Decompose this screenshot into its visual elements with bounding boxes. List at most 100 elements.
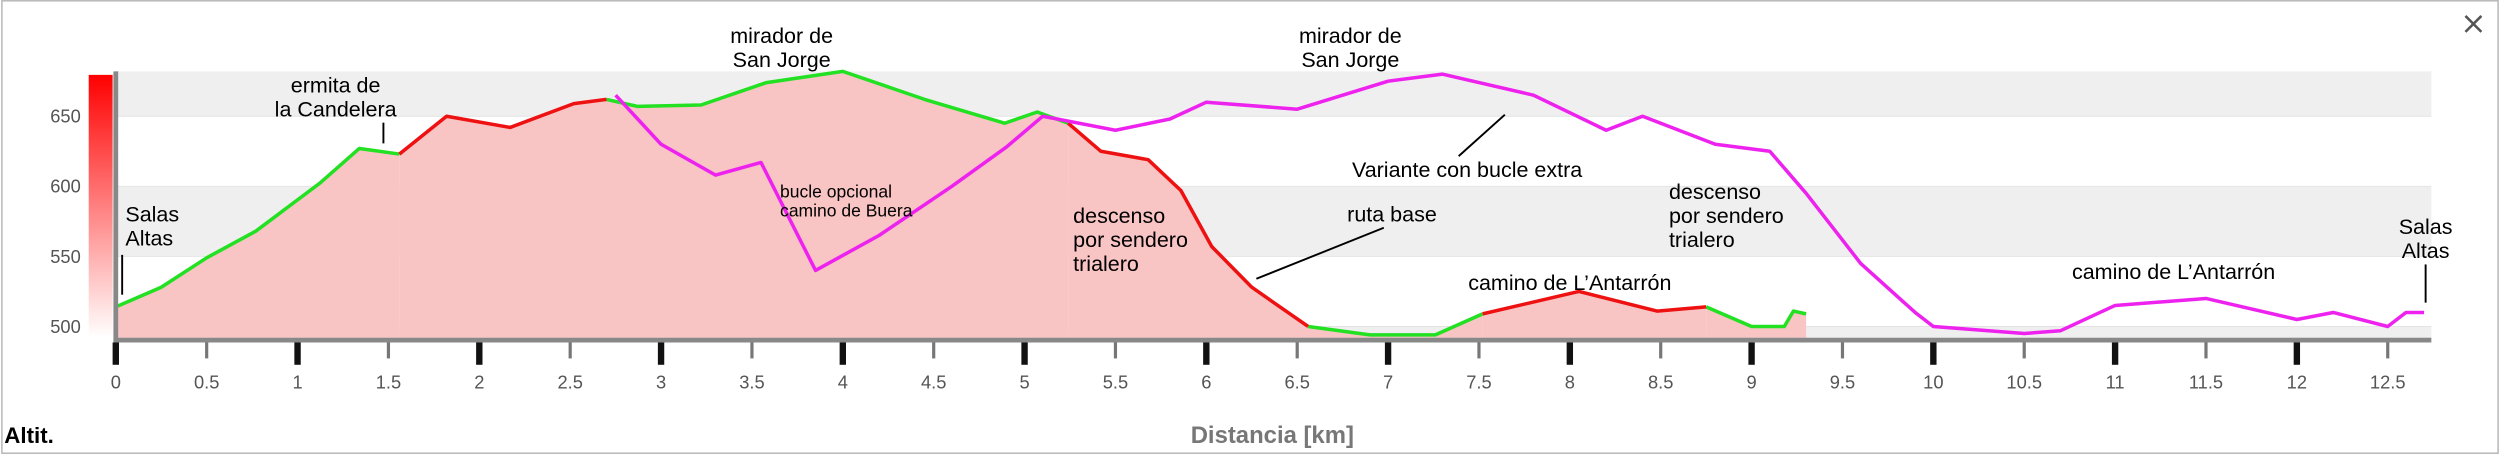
x-tick-label: 2.5 (557, 372, 582, 393)
x-tick (476, 342, 483, 365)
x-tick-label: 10.5 (2006, 372, 2042, 393)
x-tick (657, 342, 665, 365)
x-tick-label: 10 (1923, 372, 1943, 393)
x-axis (115, 337, 2432, 343)
annotation: trialero (1073, 252, 1139, 276)
x-tick (1840, 342, 1845, 359)
area (1482, 291, 1707, 338)
x-tick-label: 2 (474, 372, 484, 393)
annotation: San Jorge (1301, 48, 1399, 72)
x-tick-label: 4 (838, 372, 848, 393)
y-axis-label: Altit. (4, 423, 54, 448)
annotation: Salas (125, 202, 179, 226)
x-tick-label: 9 (1746, 372, 1756, 393)
x-tick (1659, 342, 1663, 359)
annotation: por sendero (1073, 228, 1188, 252)
area (606, 71, 1069, 338)
x-tick (1566, 342, 1574, 365)
y-tick-label: 650 (50, 106, 81, 127)
x-tick (2386, 342, 2390, 359)
x-tick (568, 342, 572, 359)
annotation: Salas (2399, 215, 2453, 239)
x-tick-label: 0.5 (194, 372, 219, 393)
x-tick (839, 342, 847, 365)
x-tick-label: 7 (1383, 372, 1393, 393)
annotation: camino de L’Antarrón (2072, 260, 2275, 284)
x-axis-label: Distancia [km] (1191, 422, 1354, 449)
y-tick-label: 500 (50, 316, 81, 337)
area (399, 99, 607, 338)
area (1706, 306, 1807, 338)
x-tick (205, 342, 209, 359)
annotation: camino de Buera (780, 201, 913, 221)
x-tick-label: 11 (2106, 372, 2125, 393)
line (398, 97, 607, 156)
annotation: bucle opcional (780, 182, 892, 202)
x-tick (1021, 342, 1028, 365)
x-tick-label: 5.5 (1103, 372, 1128, 393)
annotation: la Candelera (275, 97, 397, 121)
y-tick-label: 600 (50, 176, 81, 197)
area (115, 148, 400, 338)
x-tick (1295, 342, 1299, 359)
annotation: trialero (1669, 228, 1735, 252)
x-tick (2293, 342, 2301, 365)
area (1308, 313, 1483, 338)
x-tick (2022, 342, 2026, 359)
x-tick-label: 0 (111, 372, 121, 393)
x-tick (294, 342, 301, 365)
annotation: por sendero (1669, 204, 1784, 228)
x-tick-label: 1 (292, 372, 302, 393)
line (1067, 121, 1310, 328)
x-tick (386, 342, 391, 359)
annotation: descenso (1073, 204, 1165, 228)
x-tick (1113, 342, 1118, 359)
x-tick-label: 12 (2287, 372, 2307, 393)
x-tick-label: 8.5 (1648, 372, 1673, 393)
x-tick (1930, 342, 1937, 365)
y-axis (113, 71, 119, 343)
line (614, 72, 2425, 336)
leader-lines (121, 113, 2427, 303)
annotation: ermita de (291, 73, 381, 97)
line (1307, 312, 1484, 337)
x-tick-label: 6.5 (1284, 372, 1309, 393)
plot (115, 69, 2425, 338)
x-tick (2204, 342, 2208, 359)
x-tick-label: 12.5 (2370, 372, 2406, 393)
y-tick-label: 550 (50, 246, 81, 267)
line (1705, 305, 1807, 329)
x-tick (112, 342, 119, 365)
x-tick (750, 342, 754, 359)
line (115, 146, 400, 309)
x-tick (2111, 342, 2119, 365)
x-tick-label: 1.5 (376, 372, 401, 393)
x-tick (1203, 342, 1210, 365)
annotation: Altas (125, 226, 173, 250)
annotation: mirador de (1299, 24, 1402, 48)
x-tick-label: 8 (1565, 372, 1575, 393)
line (606, 69, 1069, 125)
band (115, 71, 2432, 117)
x-tick-label: 3 (656, 372, 666, 393)
x-tick (932, 342, 936, 359)
line (1482, 289, 1707, 316)
annotation: San Jorge (733, 48, 831, 72)
x-tick-label: 3.5 (739, 372, 764, 393)
x-tick (1748, 342, 1755, 365)
x-tick-label: 6 (1201, 372, 1211, 393)
elevation-scale (88, 74, 113, 338)
annotation: camino de L’Antarrón (1468, 271, 1671, 295)
annotation: descenso (1669, 180, 1761, 204)
annotation: Variante con bucle extra (1352, 158, 1582, 182)
annotation: ruta base (1347, 202, 1437, 226)
x-tick (1384, 342, 1392, 365)
x-tick-label: 5 (1019, 372, 1029, 393)
x-tick-label: 11.5 (2189, 372, 2223, 393)
x-tick-label: 4.5 (921, 372, 946, 393)
close-button[interactable] (2464, 15, 2483, 33)
x-tick-label: 7.5 (1466, 372, 1491, 393)
annotation: mirador de (730, 24, 833, 48)
